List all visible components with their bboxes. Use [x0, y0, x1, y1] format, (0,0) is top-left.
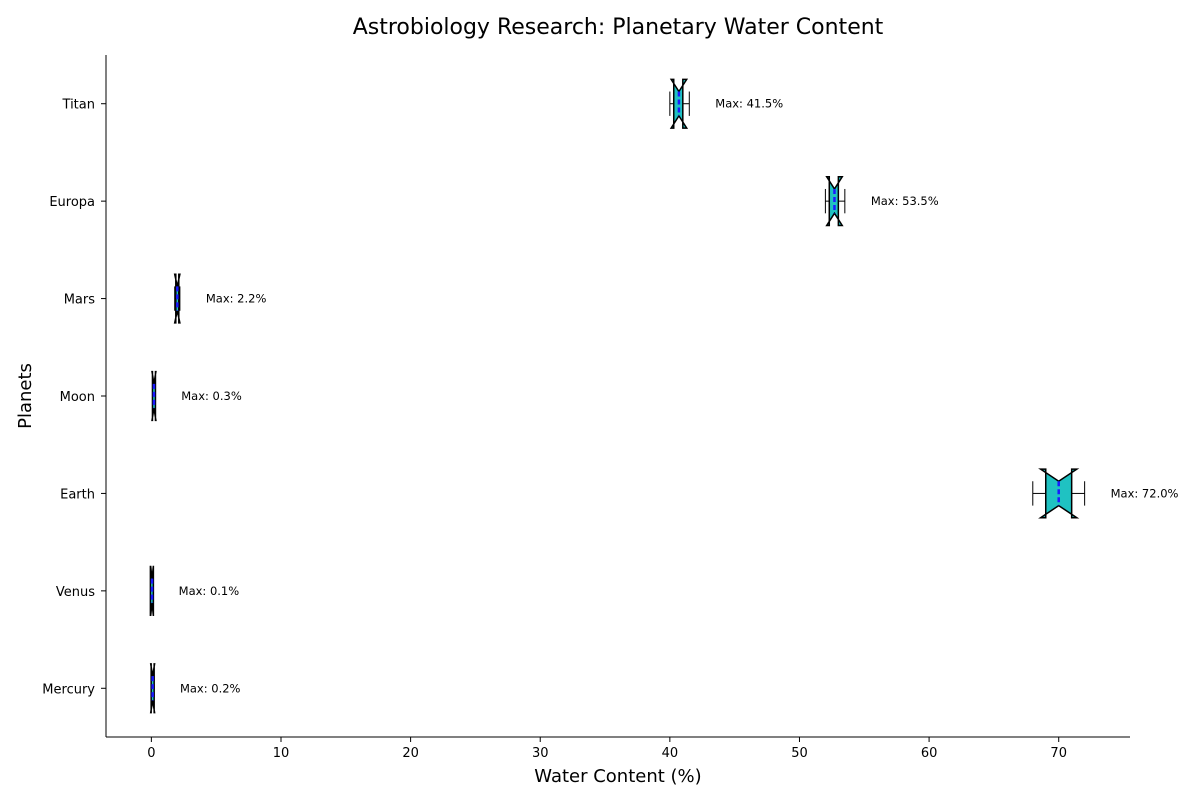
max-annotation-mars: Max: 2.2% — [206, 292, 267, 306]
y-tick-label: Europa — [49, 195, 95, 210]
box-titan — [669, 78, 690, 129]
box-earth — [1032, 468, 1086, 519]
y-tick-label: Venus — [56, 585, 95, 600]
x-tick-label: 60 — [921, 746, 938, 761]
box-mercury — [149, 663, 156, 714]
x-axis-ticks: 0 10 20 30 40 50 60 70 — [147, 737, 1067, 761]
x-tick-label: 20 — [402, 746, 419, 761]
box-europa — [824, 176, 846, 227]
max-annotation-mercury: Max: 0.2% — [180, 681, 241, 695]
max-annotations: Max: 0.2% Max: 0.1% Max: 72.0% Max: 0.3% Max… — [179, 97, 1179, 696]
x-tick-label: 10 — [273, 746, 290, 761]
x-tick-label: 40 — [662, 746, 679, 761]
max-annotation-venus: Max: 0.1% — [179, 584, 240, 598]
chart-title: Astrobiology Research: Planetary Water C… — [353, 15, 884, 40]
y-tick-label: Earth — [60, 487, 95, 502]
y-tick-label: Mercury — [42, 682, 95, 697]
box-mars — [173, 273, 181, 324]
y-tick-label: Mars — [64, 293, 96, 308]
x-axis-label: Water Content (%) — [534, 766, 701, 787]
max-annotation-earth: Max: 72.0% — [1111, 486, 1179, 500]
y-axis-ticks: Mercury Venus Earth Moon Mars Europa Titan — [42, 98, 106, 697]
x-tick-label: 70 — [1050, 746, 1067, 761]
box-moon — [151, 370, 157, 422]
box-series — [149, 78, 1086, 714]
y-axis-label: Planets — [15, 363, 36, 429]
max-annotation-moon: Max: 0.3% — [181, 389, 242, 403]
max-annotation-titan: Max: 41.5% — [715, 97, 783, 111]
y-tick-label: Titan — [62, 98, 95, 113]
x-tick-label: 50 — [791, 746, 808, 761]
y-tick-label: Moon — [60, 390, 95, 405]
box-venus — [149, 565, 155, 616]
x-tick-label: 0 — [147, 746, 155, 761]
x-tick-label: 30 — [532, 746, 549, 761]
max-annotation-europa: Max: 53.5% — [871, 194, 939, 208]
